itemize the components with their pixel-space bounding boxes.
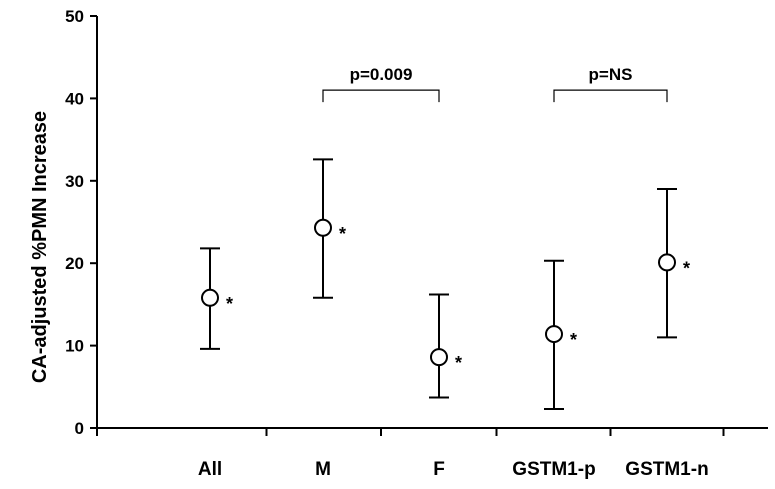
data-point bbox=[201, 288, 219, 307]
x-tick-label: All bbox=[198, 459, 222, 480]
y-tick-label: 20 bbox=[65, 254, 84, 273]
comparison-bracket bbox=[553, 89, 668, 103]
data-point bbox=[314, 218, 332, 237]
significance-marker: * bbox=[226, 294, 233, 314]
data-point bbox=[545, 325, 563, 344]
data-point bbox=[658, 253, 676, 272]
y-tick-label: 10 bbox=[65, 337, 84, 356]
significance-marker: * bbox=[570, 330, 577, 350]
significance-marker: * bbox=[455, 353, 462, 373]
y-tick-label: 0 bbox=[75, 419, 84, 438]
y-tick-label: 40 bbox=[65, 89, 84, 108]
significance-marker: * bbox=[683, 258, 690, 278]
comparison-bracket bbox=[322, 89, 440, 103]
x-tick-label: F bbox=[433, 459, 445, 480]
x-tick-label: GSTM1-n bbox=[625, 459, 708, 480]
data-point bbox=[430, 348, 448, 367]
y-axis-label: CA-adjusted %PMN Increase bbox=[29, 111, 51, 383]
comparison-label: p=0.009 bbox=[350, 65, 413, 84]
comparison-label: p=NS bbox=[589, 65, 633, 84]
y-tick-label: 30 bbox=[65, 172, 84, 191]
y-tick-label: 50 bbox=[65, 7, 84, 26]
significance-marker: * bbox=[339, 224, 346, 244]
x-tick-label: GSTM1-p bbox=[512, 459, 595, 480]
x-tick-label: M bbox=[315, 459, 331, 480]
